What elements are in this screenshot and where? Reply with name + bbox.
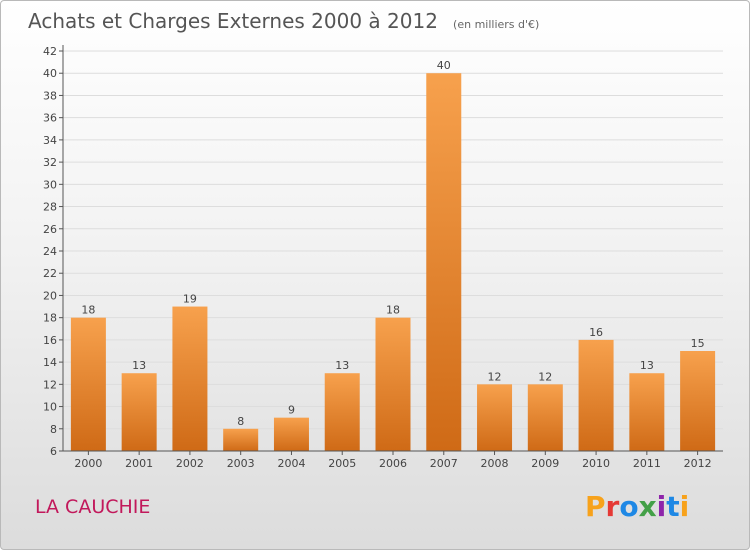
data-label: 18 <box>386 304 400 317</box>
x-tick-label: 2005 <box>328 457 356 470</box>
y-tick-label: 18 <box>43 312 57 325</box>
chart-title-text: Achats et Charges Externes 2000 à 2012 <box>28 9 438 33</box>
data-label: 19 <box>183 293 197 306</box>
bar <box>324 373 360 451</box>
bar <box>477 384 513 451</box>
y-tick-label: 6 <box>50 445 57 458</box>
logo-letter: i <box>656 490 667 523</box>
y-tick-label: 20 <box>43 289 57 302</box>
bar <box>375 317 411 451</box>
logo-letter: o <box>619 490 639 523</box>
data-label: 13 <box>335 359 349 372</box>
data-label: 40 <box>437 59 451 72</box>
x-tick-label: 2006 <box>379 457 407 470</box>
y-tick-label: 16 <box>43 334 57 347</box>
bars <box>70 73 716 451</box>
data-label: 8 <box>237 415 244 428</box>
x-tick-label: 2000 <box>74 457 102 470</box>
x-tick-label: 2001 <box>125 457 153 470</box>
logo-letter: r <box>605 490 620 523</box>
y-tick-label: 32 <box>43 156 57 169</box>
x-tick-label: 2003 <box>227 457 255 470</box>
data-label: 18 <box>81 304 95 317</box>
axes <box>59 45 723 455</box>
y-tick-label: 24 <box>43 245 57 258</box>
bar <box>121 373 157 451</box>
y-tick-label: 14 <box>43 356 57 369</box>
commune-name: LA CAUCHIE <box>35 496 151 518</box>
proxiti-logo: Proxiti <box>585 490 689 523</box>
x-tick-label: 2008 <box>481 457 509 470</box>
bar <box>70 317 106 451</box>
logo-letter: x <box>638 490 657 523</box>
logo-letter: P <box>585 490 606 523</box>
y-tick-label: 34 <box>43 134 57 147</box>
logo-letter: t <box>666 490 680 523</box>
data-label: 13 <box>640 359 654 372</box>
y-tick-label: 8 <box>50 423 57 436</box>
bar <box>172 306 208 451</box>
x-tick-label: 2007 <box>430 457 458 470</box>
y-tick-label: 26 <box>43 223 57 236</box>
data-label: 12 <box>488 370 502 383</box>
y-tick-label: 22 <box>43 267 57 280</box>
labels: 6 8 10 12 14 16 18 20 22 24 26 28 30 32 34 36 38 40 42 18 20… <box>43 45 712 470</box>
data-label: 9 <box>288 404 295 417</box>
y-tick-label: 36 <box>43 112 57 125</box>
x-tick-label: 2011 <box>633 457 661 470</box>
x-tick-label: 2010 <box>582 457 610 470</box>
x-tick-label: 2004 <box>277 457 305 470</box>
y-tick-label: 28 <box>43 201 57 214</box>
data-label: 13 <box>132 359 146 372</box>
x-tick-label: 2002 <box>176 457 204 470</box>
y-tick-label: 12 <box>43 378 57 391</box>
x-tick-label: 2009 <box>531 457 559 470</box>
bar <box>223 428 259 451</box>
bar <box>527 384 563 451</box>
bar <box>629 373 665 451</box>
y-tick-label: 10 <box>43 401 57 414</box>
chart-unit: (en milliers d'€) <box>453 18 540 31</box>
bar <box>578 339 614 451</box>
bar <box>426 73 462 451</box>
bar <box>680 351 716 451</box>
x-tick-label: 2012 <box>684 457 712 470</box>
y-tick-label: 30 <box>43 178 57 191</box>
logo-letter: i <box>679 490 690 523</box>
y-tick-label: 38 <box>43 89 57 102</box>
data-label: 15 <box>691 337 705 350</box>
bar <box>273 417 309 451</box>
data-label: 12 <box>538 370 552 383</box>
chart-title: Achats et Charges Externes 2000 à 2012 (… <box>28 9 539 33</box>
y-tick-label: 40 <box>43 67 57 80</box>
data-label: 16 <box>589 326 603 339</box>
y-tick-label: 42 <box>43 45 57 58</box>
